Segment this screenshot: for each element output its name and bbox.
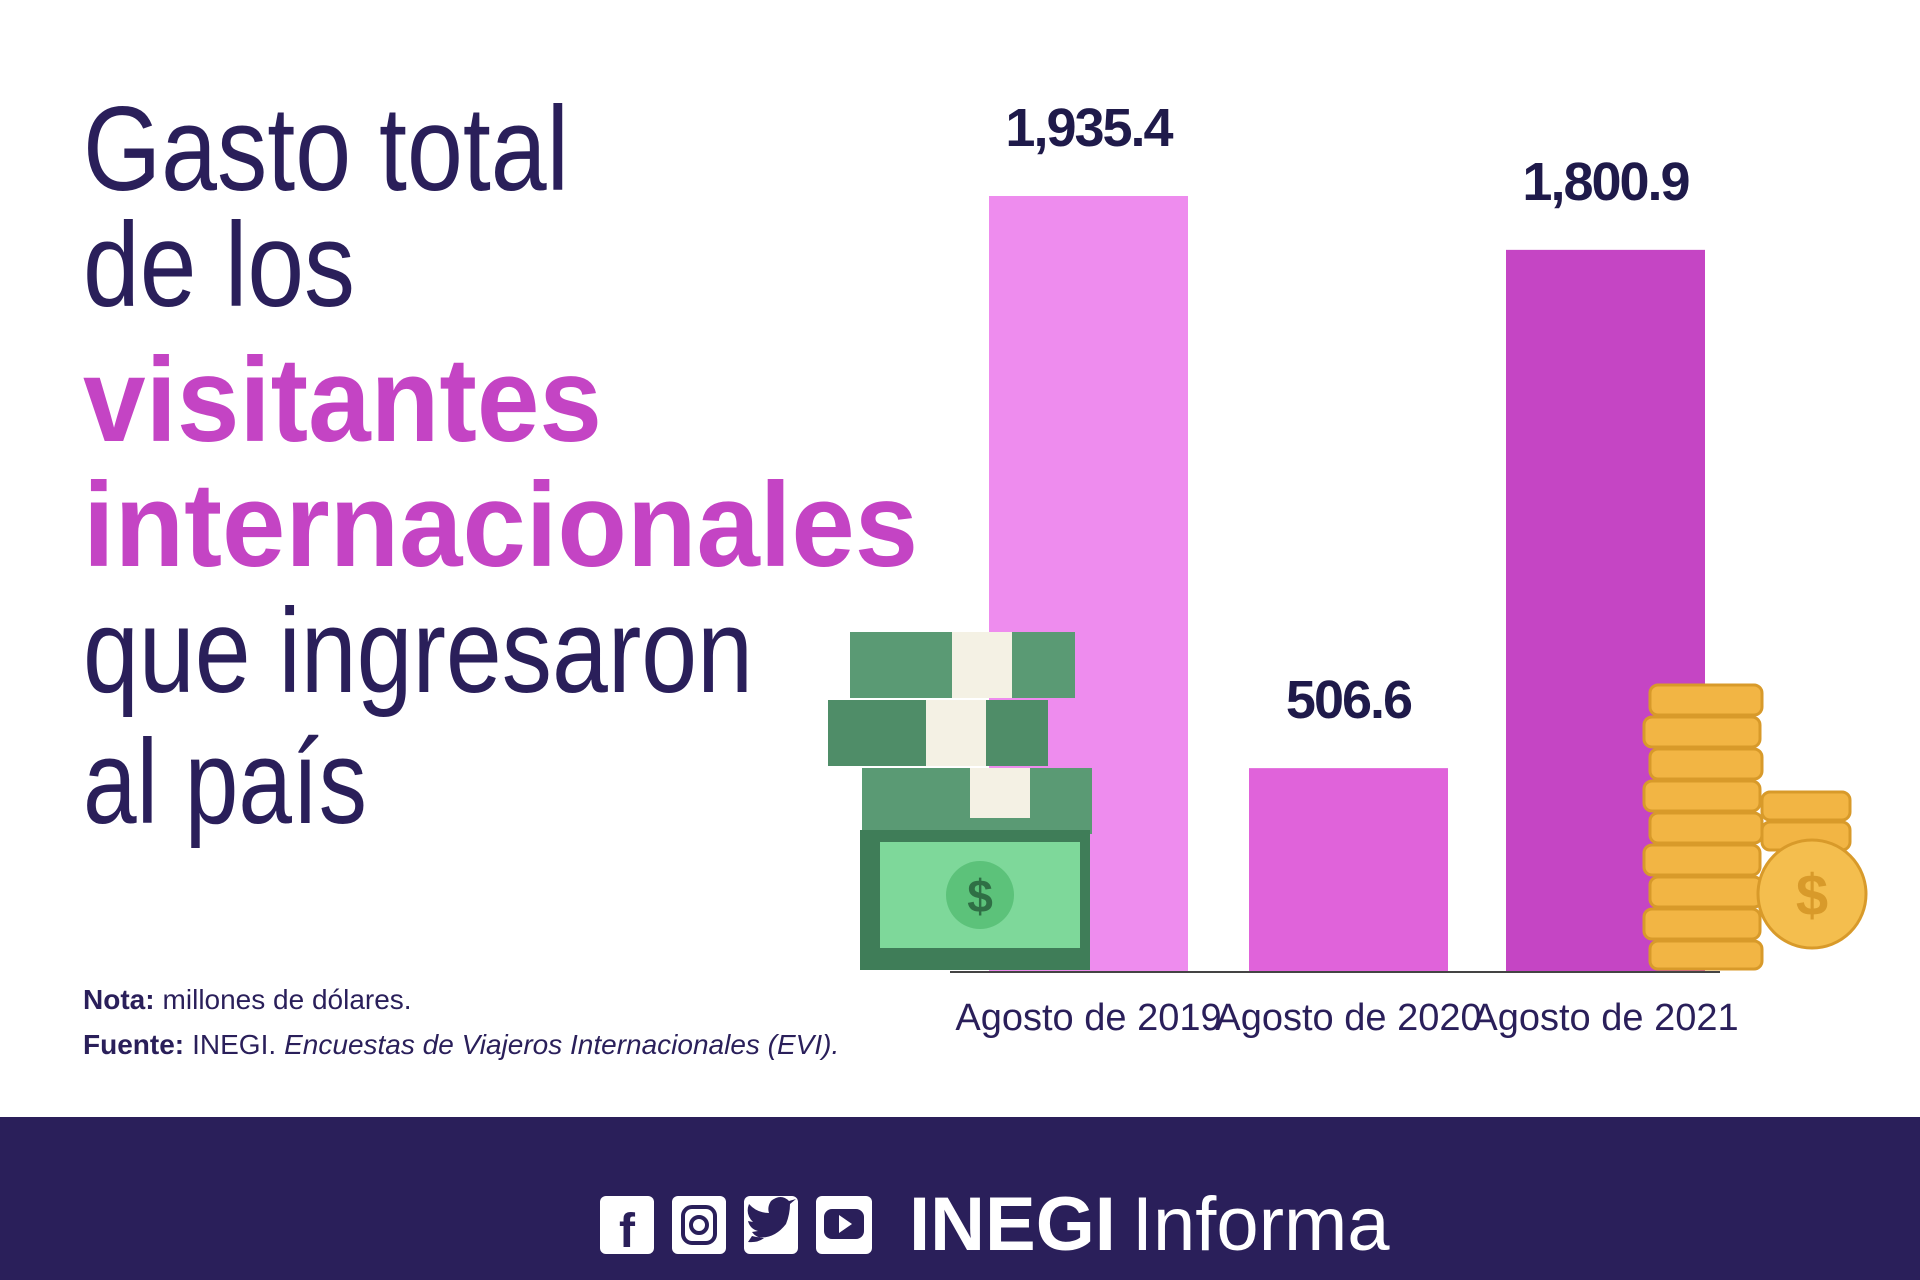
footer-brand: INEGI xyxy=(909,1182,1116,1267)
value-label: 1,800.9 xyxy=(1522,152,1689,212)
title-line: al país xyxy=(83,715,367,849)
svg-text:$: $ xyxy=(1796,863,1828,928)
source: Fuente: INEGI. Encuestas de Viajeros Inter… xyxy=(83,1029,839,1060)
title-line: que ingresaron xyxy=(83,584,753,718)
title-line: Gasto total xyxy=(83,82,569,216)
coins-decoration: $ xyxy=(1642,683,1868,971)
svg-text:$: $ xyxy=(967,870,993,922)
social-icons: f xyxy=(600,1196,872,1258)
source-label: Fuente: xyxy=(83,1029,184,1060)
bar xyxy=(1249,768,1448,971)
footer-logo: INEGI Informa xyxy=(909,1182,1390,1267)
x-tick-label: Agosto de 2020 xyxy=(1215,997,1481,1039)
footer-band xyxy=(0,1117,1920,1280)
title-line: internacionales xyxy=(83,458,918,592)
svg-text:f: f xyxy=(619,1205,636,1258)
note: Nota: millones de dólares. xyxy=(83,984,412,1015)
note-label: Nota: xyxy=(83,984,155,1015)
money-decoration: $ xyxy=(828,632,1092,970)
title-line: visitantes xyxy=(83,333,602,467)
source-italic: Encuestas de Viajeros Internacionales (E… xyxy=(284,1029,839,1060)
x-tick-label: Agosto de 2019 xyxy=(955,997,1221,1039)
value-label: 1,935.4 xyxy=(1005,98,1173,158)
note-text: millones de dólares. xyxy=(163,984,412,1015)
footer-suffix: Informa xyxy=(1132,1182,1390,1267)
title-line: de los xyxy=(83,198,355,332)
value-label: 506.6 xyxy=(1286,670,1412,730)
x-tick-label: Agosto de 2021 xyxy=(1472,997,1738,1039)
source-text: INEGI. xyxy=(192,1029,276,1060)
